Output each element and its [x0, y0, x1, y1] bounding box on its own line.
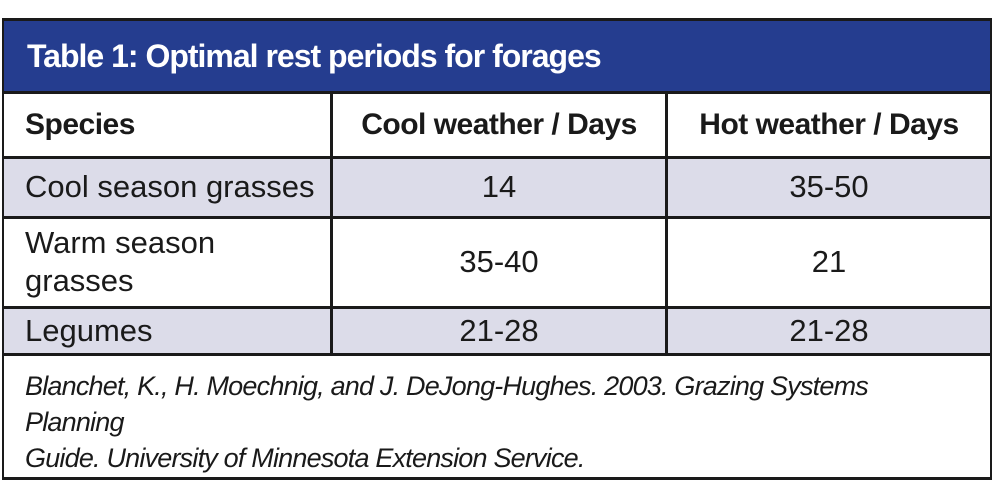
cool-weather-value: 35-40 — [333, 219, 668, 306]
table-row-warm-season-grasses: Warm season grasses 35-40 21 — [4, 219, 990, 309]
column-header-hot-weather-days: Hot weather / Days — [699, 108, 959, 142]
cool-weather-value: 14 — [333, 159, 668, 217]
citation-line-2: Guide. University of Minnesota Extension… — [25, 443, 585, 474]
table-title-bar: Table 1: Optimal rest periods for forage… — [4, 21, 990, 95]
column-header-cool-weather-days: Cool weather / Days — [333, 94, 668, 157]
citation-line-1: Blanchet, K., H. Moechnig, and J. DeJong… — [25, 371, 869, 438]
hot-weather-value: 21 — [811, 243, 847, 279]
table-row-cool-season-grasses: Cool season grasses 14 35-50 — [4, 159, 990, 220]
species-cell: Cool season grasses — [4, 159, 333, 217]
column-header-species: Species — [4, 94, 333, 157]
cool-weather-value: 21-28 — [333, 308, 668, 354]
table-row-legumes: Legumes 21-28 21-28 — [4, 308, 990, 357]
table-title: Table 1: Optimal rest periods for forage… — [27, 37, 602, 74]
hot-weather-value: 21-28 — [789, 312, 869, 348]
forage-rest-periods-table: Table 1: Optimal rest periods for forage… — [2, 18, 992, 480]
species-cell: Warm season grasses — [4, 219, 333, 306]
hot-weather-value: 35-50 — [789, 169, 869, 205]
source-citation: Blanchet, K., H. Moechnig, and J. DeJong… — [4, 356, 990, 477]
table-header-row: Species Cool weather / Days Hot weather … — [4, 94, 990, 160]
species-cell: Legumes — [4, 308, 333, 354]
